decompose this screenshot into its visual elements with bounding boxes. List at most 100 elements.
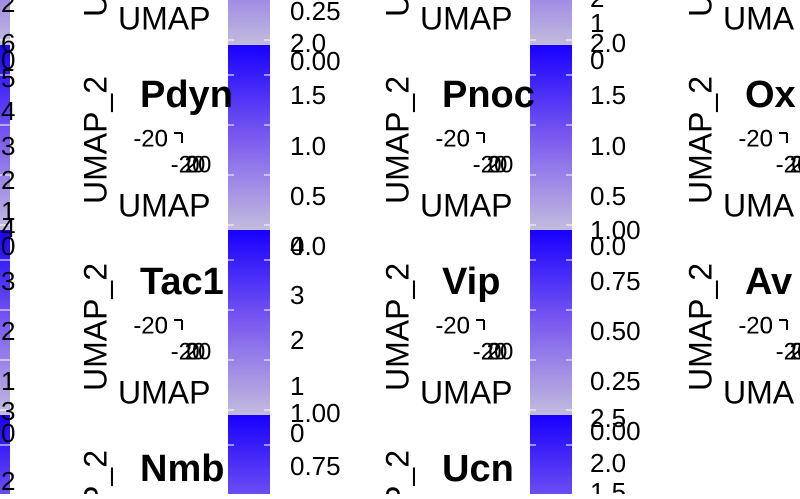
colorbar-label: 1: [1, 196, 15, 226]
x-axis-title: UMA: [723, 187, 795, 223]
x-tick-label: 0: [791, 338, 800, 365]
x-tick-label: 20: [487, 338, 514, 365]
colorbar-label: 3: [1, 266, 15, 296]
colorbar: [530, 0, 572, 45]
y-tick-label: -20: [133, 312, 168, 339]
colorbar-label: 2: [1, 466, 15, 494]
x-axis-title: UMA: [723, 0, 795, 36]
colorbar: [228, 45, 270, 230]
x-tick-label: -20: [776, 151, 800, 178]
colorbar-label: 1: [590, 8, 604, 38]
colorbar-label: 0: [590, 45, 604, 75]
colorbar-label: 2: [1, 0, 15, 18]
colorbar-label: 2.0: [290, 28, 326, 58]
y-tick-label: 0: [155, 125, 168, 152]
colorbar-label: 1.5: [590, 477, 626, 494]
colorbar-label: 2.0: [590, 448, 626, 478]
colorbar-label: 2: [590, 0, 604, 13]
y-axis-title: UMAP_2: [77, 0, 113, 17]
x-axis-title: UMAP: [420, 187, 512, 223]
y-tick-label: 0: [760, 312, 773, 339]
x-tick-label: -20: [776, 338, 800, 365]
x-tick-label: 0: [791, 151, 800, 178]
colorbar-label: 6: [1, 28, 15, 58]
colorbar-label: 4: [1, 213, 15, 243]
colorbar-label: 0.50: [590, 316, 641, 346]
colorbar: [228, 415, 270, 499]
x-tick-label: 0: [186, 338, 199, 365]
x-tick-label: 0: [488, 338, 501, 365]
colorbar: [0, 45, 10, 230]
y-tick-label: -20: [435, 312, 470, 339]
colorbar-label: 0.25: [590, 366, 641, 396]
colorbar-label: 1.5: [290, 80, 326, 110]
colorbar-label: 2.0: [590, 28, 626, 58]
colorbar-label: 0.00: [590, 416, 641, 446]
colorbar-label: 3: [1, 131, 15, 161]
colorbar: [228, 230, 270, 415]
y-tick-label: 0: [760, 125, 773, 152]
x-tick-label: 20: [790, 338, 800, 365]
y-tick-label: 0: [457, 125, 470, 152]
colorbar-label: 3: [290, 280, 304, 310]
y-tick-label: -20: [738, 125, 773, 152]
colorbar-label: 1: [1, 366, 15, 396]
y-tick-label: 0: [155, 312, 168, 339]
y-axis-title: UMAP_2: [379, 76, 415, 204]
colorbar: [0, 230, 10, 415]
y-tick-label: -20: [133, 125, 168, 152]
colorbar-label: 2.5: [590, 403, 626, 433]
colorbar-label: 2: [1, 165, 15, 195]
panel-title: Av: [745, 261, 792, 303]
colorbar: [0, 415, 10, 499]
x-tick-label: -20: [473, 338, 508, 365]
x-axis-title: UMAP: [420, 374, 512, 410]
colorbar: [228, 0, 270, 45]
y-tick-label: -20: [435, 125, 470, 152]
y-axis-title: UMAP_2: [682, 0, 718, 17]
colorbar-label: 4: [1, 96, 15, 126]
colorbar-label: 1.00: [590, 215, 641, 245]
panel-title: Ucn: [442, 448, 514, 490]
colorbar-label: 2: [290, 325, 304, 355]
colorbar: [0, 0, 10, 45]
colorbar: [530, 415, 572, 499]
colorbar-label: 0.75: [290, 451, 341, 481]
colorbar-label: 1.5: [590, 80, 626, 110]
colorbar-label: 1.0: [590, 131, 626, 161]
colorbar-label: 0.0: [290, 231, 326, 261]
y-axis-title: UMAP_2: [682, 263, 718, 391]
panel-title: Pdyn: [140, 74, 233, 116]
y-axis-title: UMAP_2: [682, 76, 718, 204]
colorbar-label: 0.5: [590, 181, 626, 211]
y-tick-label: -20: [738, 312, 773, 339]
colorbar-label: 3: [1, 396, 15, 426]
x-axis-title: UMAP: [420, 0, 512, 36]
panel-title: Nmb: [140, 448, 224, 490]
x-tick-label: 0: [488, 151, 501, 178]
colorbar: [530, 45, 572, 230]
x-tick-label: -20: [171, 338, 206, 365]
colorbar-label: 0.75: [590, 266, 641, 296]
colorbar-label: 1.0: [290, 131, 326, 161]
x-axis-title: UMA: [723, 374, 795, 410]
panel-title: Ox: [745, 74, 796, 116]
colorbar-label: 1: [290, 371, 304, 401]
colorbar-label: 0: [1, 231, 15, 261]
colorbar-label: 0.00: [290, 46, 341, 76]
colorbar-label: 5: [1, 63, 15, 93]
x-tick-label: 20: [185, 338, 212, 365]
colorbar-label: 2: [1, 316, 15, 346]
x-axis-title: UMAP: [118, 187, 210, 223]
panel-title: Pnoc: [442, 74, 535, 116]
x-axis-title: UMAP: [118, 0, 210, 36]
y-axis-title: UMAP_2: [77, 450, 113, 494]
x-tick-label: -20: [171, 151, 206, 178]
panel-title: Vip: [442, 261, 500, 303]
colorbar-label: 0: [1, 45, 15, 75]
colorbar-label: 4: [290, 231, 304, 261]
x-tick-label: 20: [185, 151, 212, 178]
colorbar: [530, 230, 572, 415]
